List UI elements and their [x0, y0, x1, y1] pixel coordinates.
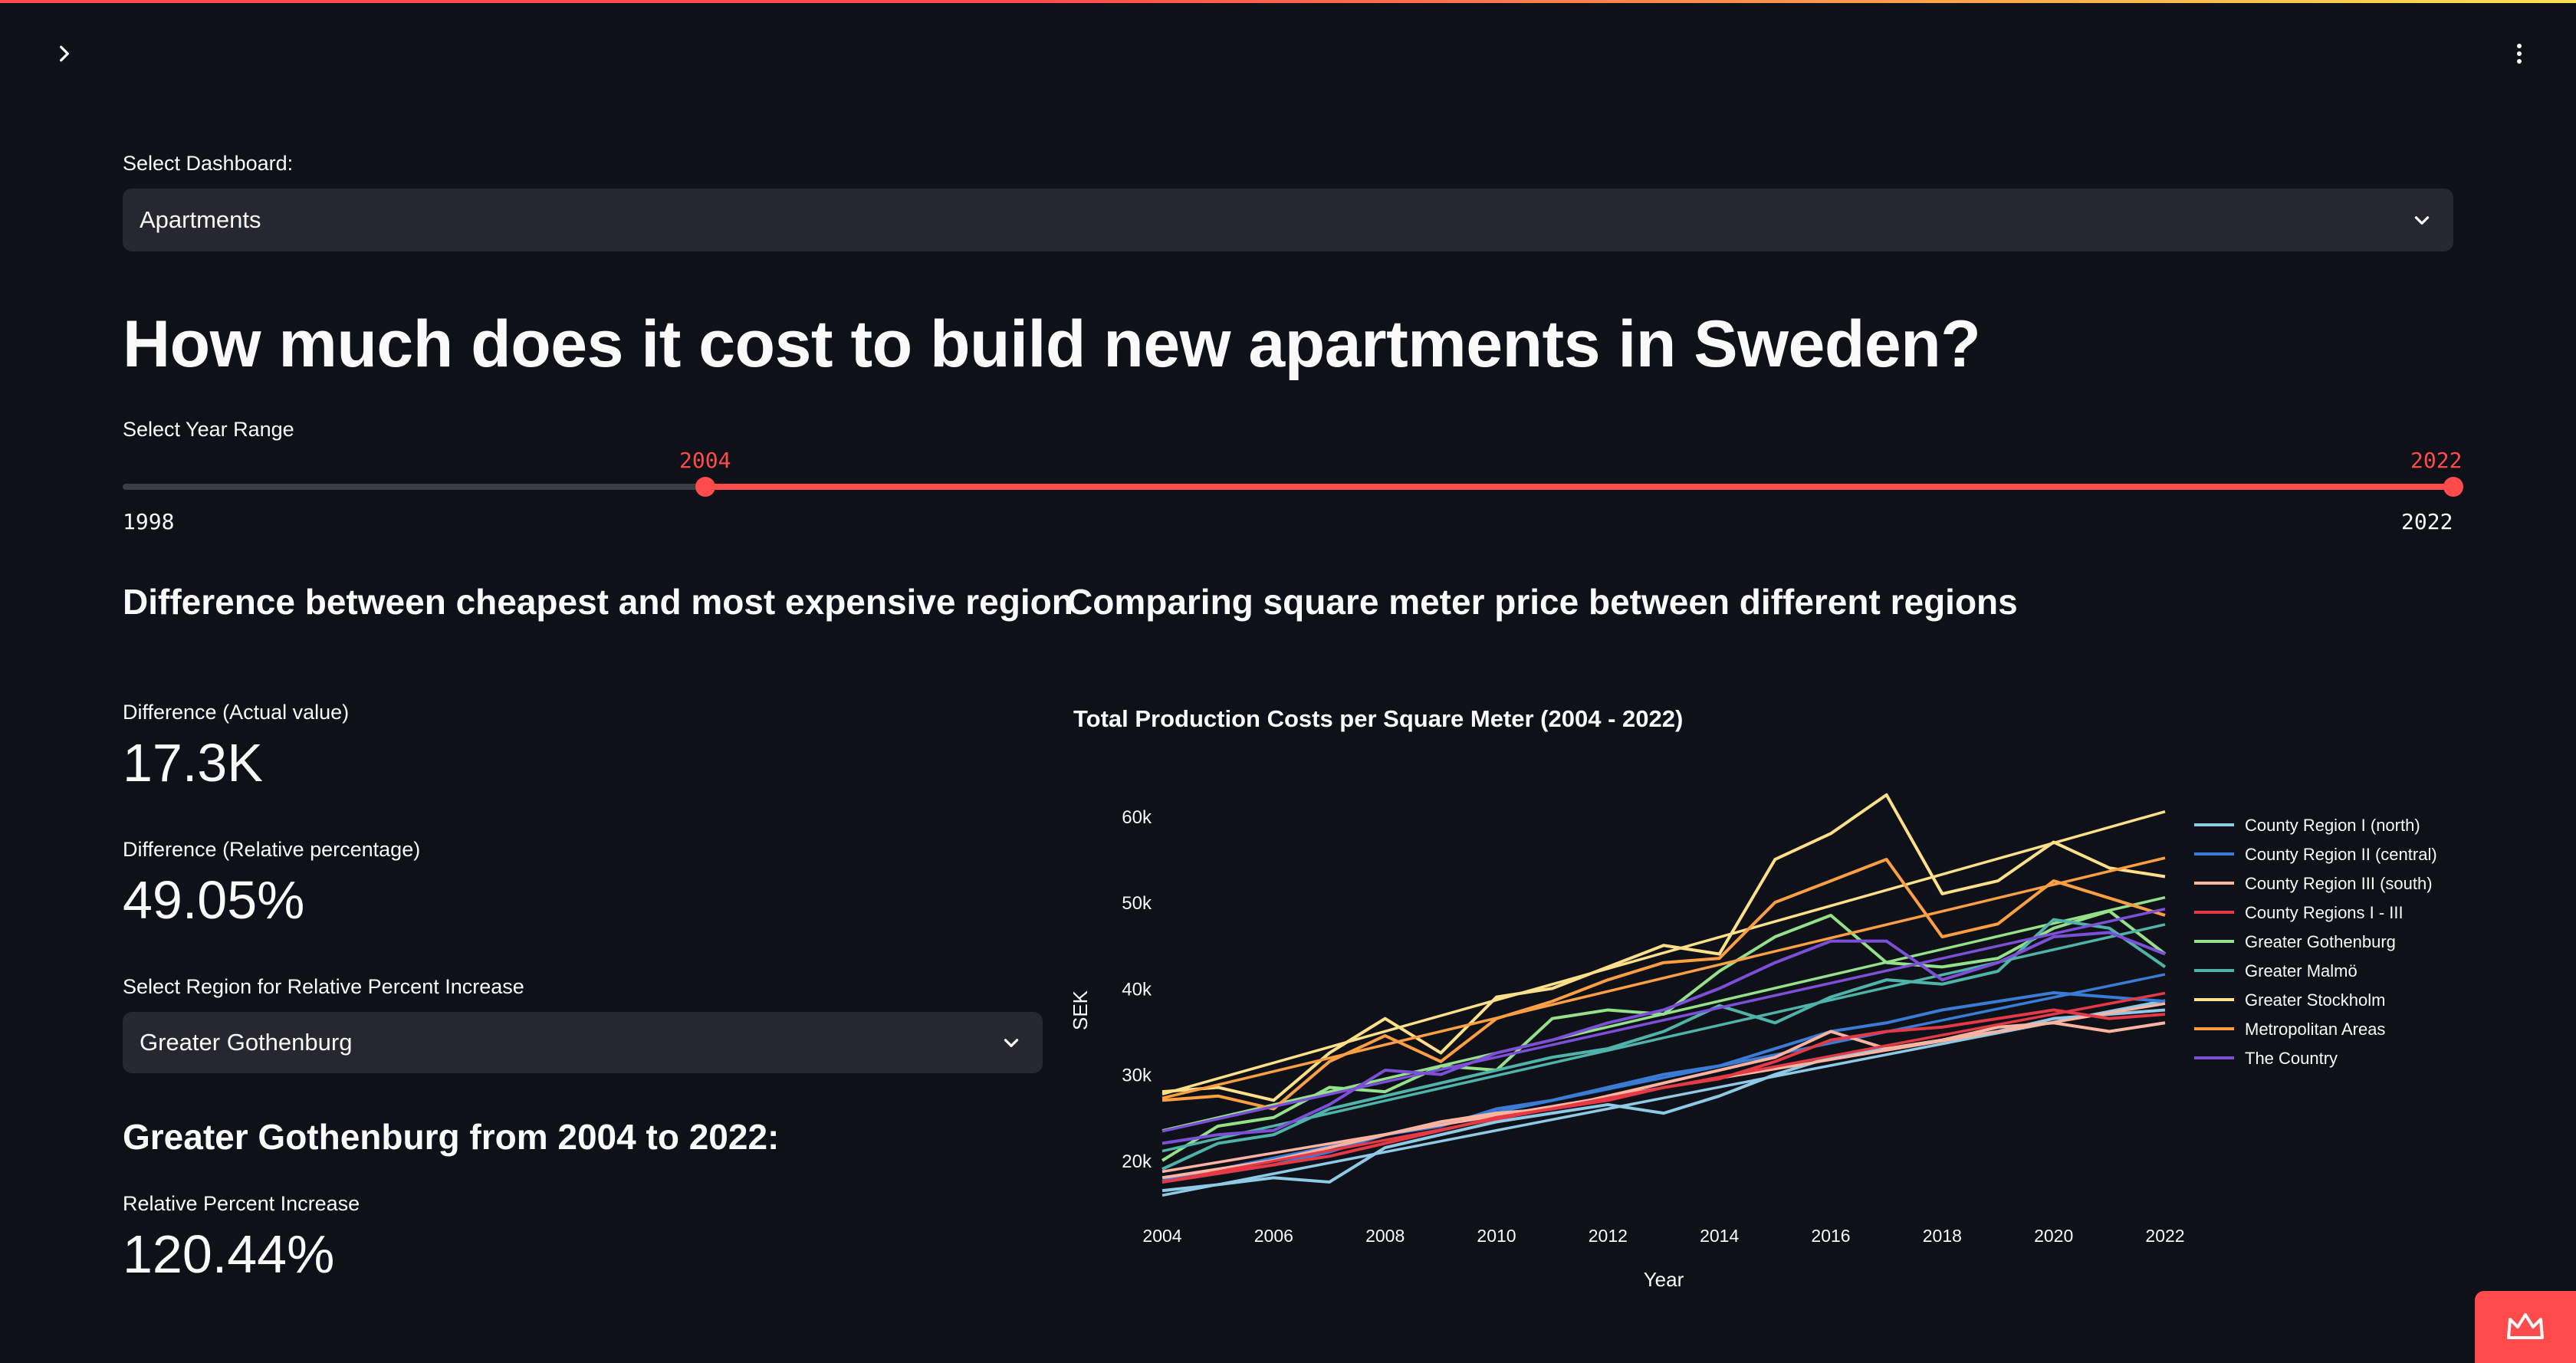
x-tick-label: 2004 — [1142, 1226, 1181, 1246]
year-range-end-handle[interactable] — [2443, 477, 2463, 497]
year-range-end-value: 2022 — [2410, 448, 2463, 473]
x-tick-label: 2020 — [2034, 1226, 2073, 1246]
metric-relative-value: 49.05% — [123, 870, 305, 930]
metric-increase-value: 120.44% — [123, 1224, 335, 1284]
production-cost-line-chart[interactable]: 20k 30k 40k 50k 60k 2004 2006 2008 2010 2012 2014… — [1067, 759, 2478, 1311]
x-tick-label: 2008 — [1365, 1226, 1405, 1246]
series-trendline — [1162, 999, 2166, 1197]
legend-item: Metropolitan Areas — [2245, 1020, 2385, 1039]
chevron-right-icon — [60, 45, 69, 62]
vertical-dots-icon — [2517, 44, 2522, 64]
region-increase-subtitle: Greater Gothenburg from 2004 to 2022: — [123, 1117, 780, 1157]
chart-title: Total Production Costs per Square Meter … — [1073, 705, 1684, 732]
legend-item: County Region II (central) — [2245, 845, 2437, 864]
region-select-value: Greater Gothenburg — [140, 1029, 353, 1056]
difference-section-title: Difference between cheapest and most exp… — [123, 582, 1073, 622]
metric-relative-label: Difference (Relative percentage) — [123, 838, 421, 861]
metric-actual-value: 17.3K — [123, 733, 263, 793]
legend-item: Greater Stockholm — [2245, 990, 2385, 1010]
series-trendline — [1162, 810, 2166, 1096]
y-tick-label: 50k — [1122, 893, 1152, 914]
deploy-button[interactable] — [2475, 1291, 2576, 1363]
comparison-section-title: Comparing square meter price between dif… — [1067, 582, 2018, 622]
series-trendline — [1162, 923, 2166, 1153]
x-tick-label: 2006 — [1254, 1226, 1293, 1246]
legend-item: County Region III (south) — [2245, 874, 2433, 893]
x-tick-label: 2018 — [1923, 1226, 1962, 1246]
y-tick-label: 60k — [1122, 807, 1152, 828]
dashboard-select-value: Apartments — [140, 206, 261, 233]
x-tick-label: 2012 — [1589, 1226, 1628, 1246]
region-select-label: Select Region for Relative Percent Incre… — [123, 975, 524, 998]
top-decoration-bar — [0, 0, 2576, 3]
y-tick-label: 40k — [1122, 979, 1152, 1000]
select-dashboard-label: Select Dashboard: — [123, 152, 294, 175]
series-line — [1162, 793, 2166, 1102]
legend-item: Greater Gothenburg — [2245, 932, 2396, 951]
legend-item: The Country — [2245, 1049, 2338, 1068]
x-tick-label: 2016 — [1811, 1226, 1850, 1246]
series-trendline — [1162, 908, 2166, 1133]
x-tick-label: 2022 — [2145, 1226, 2184, 1246]
x-tick-label: 2010 — [1477, 1226, 1516, 1246]
region-select[interactable]: Greater Gothenburg — [123, 1012, 1043, 1073]
year-range-start-value: 2004 — [679, 448, 731, 473]
series-line — [1162, 858, 2166, 1111]
series-line — [1162, 918, 2167, 1171]
series-trendline — [1162, 991, 2166, 1184]
x-axis-title: Year — [1644, 1268, 1684, 1291]
year-range-min-label: 1998 — [123, 509, 175, 534]
chevron-down-icon — [2414, 216, 2430, 225]
year-range-selected-track — [705, 484, 2453, 490]
year-range-max-label: 2022 — [2401, 509, 2453, 534]
legend-item: County Regions I - III — [2245, 903, 2404, 922]
year-range-label: Select Year Range — [123, 418, 294, 441]
chart-legend: County Region I (north) County Region II … — [2194, 816, 2437, 1068]
series-line — [1161, 909, 2167, 1162]
y-tick-label: 20k — [1122, 1151, 1152, 1172]
series-trendline — [1162, 856, 2166, 1100]
sidebar-toggle-button[interactable] — [46, 35, 83, 72]
y-axis-title: SEK — [1069, 990, 1092, 1030]
series-line — [1162, 1021, 2166, 1180]
chevron-down-icon — [1004, 1039, 1019, 1047]
y-tick-label: 30k — [1122, 1066, 1152, 1086]
year-range-start-handle[interactable] — [695, 477, 715, 497]
x-tick-label: 2014 — [1700, 1226, 1739, 1246]
metric-actual-label: Difference (Actual value) — [123, 701, 350, 724]
dashboard-select[interactable]: Apartments — [123, 189, 2453, 251]
legend-item: County Region I (north) — [2245, 816, 2420, 835]
page-title: How much does it cost to build new apart… — [123, 307, 1981, 381]
crown-icon — [2507, 1313, 2544, 1339]
main-menu-button[interactable] — [2501, 35, 2538, 72]
legend-item: Greater Malmö — [2245, 961, 2358, 980]
metric-increase-label: Relative Percent Increase — [123, 1192, 360, 1215]
series-trendline — [1162, 895, 2166, 1132]
series-line — [1162, 931, 2166, 1145]
